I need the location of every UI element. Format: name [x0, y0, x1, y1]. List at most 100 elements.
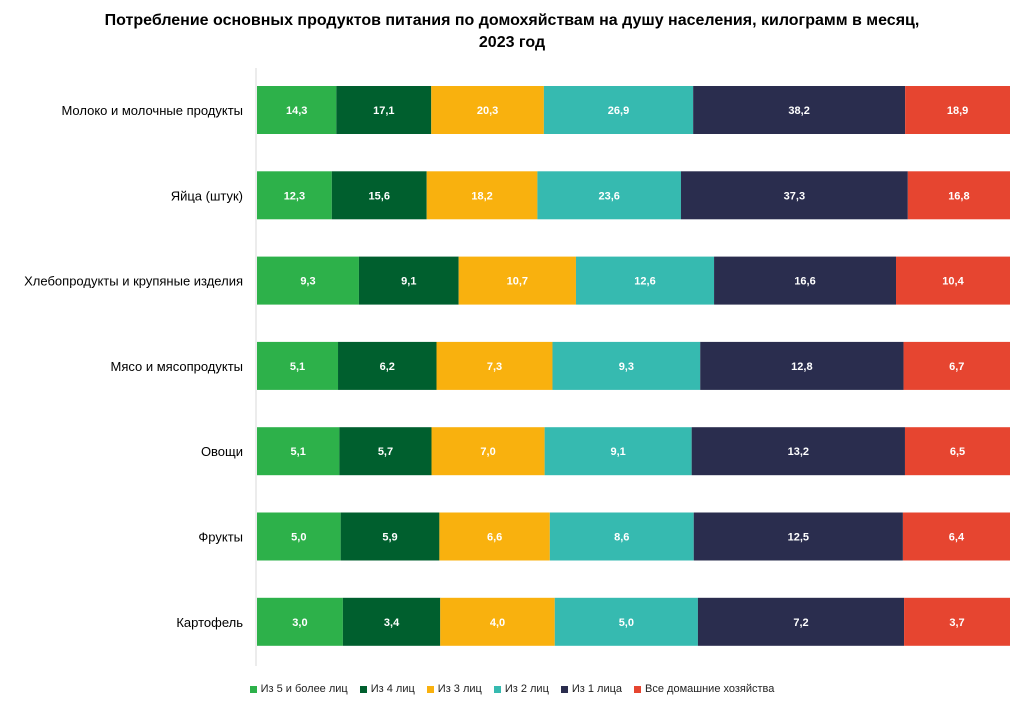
bar-segment	[575, 256, 715, 305]
bar-segment	[436, 341, 553, 390]
category-label: Овощи	[201, 444, 243, 459]
legend-item: Из 2 лиц	[493, 683, 549, 695]
bar-segment	[257, 86, 337, 134]
legend-label: Из 1 лица	[571, 683, 623, 695]
legend-swatch	[634, 685, 642, 693]
bar-segment	[904, 427, 1010, 476]
data-label: 13,2	[788, 446, 809, 458]
bar-segment	[693, 86, 906, 134]
data-label: 12,3	[284, 190, 305, 202]
bar-segment	[257, 512, 341, 561]
bar-segment	[697, 597, 905, 646]
legend-label: Из 4 лиц	[370, 683, 415, 695]
bar-segment	[693, 512, 903, 561]
legend-label: Все домашние хозяйства	[645, 683, 775, 695]
data-label: 23,6	[598, 190, 619, 202]
legend-item: Из 4 лиц	[359, 683, 415, 695]
data-label: 15,6	[369, 190, 390, 202]
data-label: 18,2	[471, 190, 492, 202]
bar-segment	[905, 86, 1010, 134]
data-label: 6,2	[380, 361, 395, 373]
data-label: 12,5	[788, 532, 809, 544]
data-label: 7,0	[480, 446, 495, 458]
category-label: Мясо и мясопродукты	[110, 359, 243, 374]
bar-segment	[257, 427, 340, 476]
data-label: 26,9	[608, 105, 629, 117]
bar-segment	[431, 86, 544, 134]
bar-segment	[691, 427, 905, 476]
bar-segment	[549, 512, 694, 561]
data-label: 5,0	[619, 617, 634, 629]
bar-segment	[257, 171, 332, 220]
bar-segment	[458, 256, 576, 305]
chart-legend: Из 5 и более лиц Из 4 лиц Из 3 лиц Из 2 лиц…	[0, 683, 1024, 696]
bar-segment	[554, 597, 698, 646]
data-label: 16,6	[794, 276, 815, 288]
bar-segment	[544, 427, 692, 476]
data-label: 6,6	[487, 532, 502, 544]
bar-segment	[680, 171, 908, 220]
bar-segment	[339, 427, 432, 476]
data-label: 5,9	[382, 532, 397, 544]
bar-segment	[714, 256, 897, 305]
bar-segment	[257, 597, 343, 646]
data-label: 10,7	[507, 276, 528, 288]
data-label: 6,4	[949, 532, 965, 544]
bar-segment	[257, 256, 359, 305]
data-label: 12,8	[791, 361, 812, 373]
bar-segment	[426, 171, 538, 220]
bar-segment	[537, 171, 681, 220]
bar-segment	[896, 256, 1010, 305]
bar-segment	[358, 256, 459, 305]
category-label: Хлебопродукты и крупяные изделия	[24, 274, 243, 289]
data-label: 16,8	[948, 190, 969, 202]
data-label: 18,9	[947, 105, 968, 117]
category-label: Яйца (штук)	[171, 188, 243, 203]
data-label: 7,3	[487, 361, 502, 373]
legend-item: Все домашние хозяйства	[634, 683, 774, 695]
data-label: 37,3	[784, 190, 805, 202]
data-label: 7,2	[793, 617, 808, 629]
category-label: Картофель	[176, 615, 243, 630]
legend-item: Из 3 лиц	[426, 683, 482, 695]
bar-segment	[543, 86, 694, 134]
bar-segment	[904, 597, 1010, 646]
bar-segment	[700, 341, 904, 390]
chart-title-line-1: Потребление основных продуктов питания п…	[104, 12, 920, 29]
data-label: 5,0	[291, 532, 306, 544]
data-label: 4,0	[490, 617, 505, 629]
data-label: 3,0	[292, 617, 307, 629]
bar-segment	[902, 512, 1010, 561]
data-label: 5,1	[291, 446, 306, 458]
legend-swatch	[426, 685, 434, 693]
data-label: 3,7	[949, 617, 964, 629]
data-label: 6,5	[950, 446, 965, 458]
data-label: 6,7	[949, 361, 964, 373]
data-label: 17,1	[373, 105, 394, 117]
bar-segment	[440, 597, 555, 646]
data-label: 5,1	[290, 361, 305, 373]
data-label: 9,3	[619, 361, 634, 373]
legend-item: Из 5 и более лиц	[249, 683, 348, 695]
data-label: 14,3	[286, 105, 307, 117]
bar-segment	[342, 597, 441, 646]
data-label: 20,3	[477, 105, 498, 117]
bar-segment	[338, 341, 437, 390]
bar-segment	[336, 86, 432, 134]
stacked-bar-chart: Молоко и молочные продукты 14,3 17,1 20,3 26…	[24, 68, 1010, 666]
bar-segment	[431, 427, 545, 476]
legend-swatch	[249, 685, 257, 693]
data-label: 5,7	[378, 446, 393, 458]
bar-segment	[340, 512, 440, 561]
legend-label: Из 3 лиц	[437, 683, 482, 695]
data-label: 12,6	[634, 276, 655, 288]
bar-segment	[257, 341, 339, 390]
data-label: 3,4	[384, 617, 400, 629]
legend-swatch	[560, 685, 568, 693]
bar-segment	[552, 341, 701, 390]
bar-segment	[903, 341, 1010, 390]
chart-title-line-2: 2023 год	[478, 34, 546, 51]
legend-item: Из 1 лица	[560, 683, 623, 695]
data-label: 8,6	[614, 532, 629, 544]
data-label: 10,4	[942, 276, 964, 288]
